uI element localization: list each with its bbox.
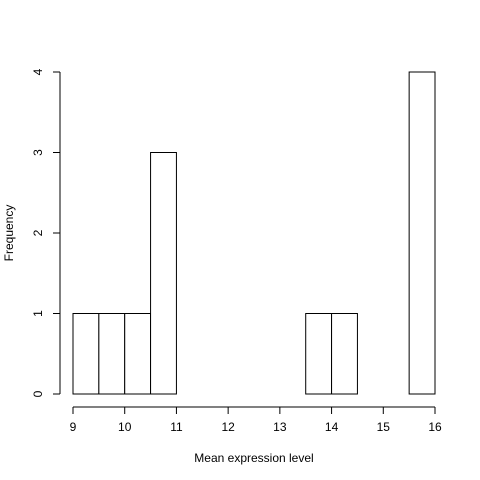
x-axis-title: Mean expression level <box>194 451 313 465</box>
histogram-bar <box>305 313 333 395</box>
histogram-bars <box>72 71 436 395</box>
x-tick-label: 13 <box>273 420 287 434</box>
histogram-bar <box>124 313 152 395</box>
x-tick-label: 9 <box>70 420 77 434</box>
histogram-bar <box>150 152 177 395</box>
histogram-bar <box>72 313 100 395</box>
y-axis-title: Frequency <box>2 205 16 262</box>
x-tick-label: 16 <box>428 420 442 434</box>
y-axis: 0 1 2 3 4 <box>31 68 61 397</box>
x-tick-label: 14 <box>325 420 339 434</box>
histogram-bar <box>408 71 436 395</box>
x-tick-label: 12 <box>221 420 235 434</box>
x-axis: 9 10 11 12 13 14 15 16 <box>70 406 442 434</box>
histogram-bar <box>331 313 358 395</box>
y-tick-label: 1 <box>31 310 45 317</box>
x-tick-label: 11 <box>170 420 183 434</box>
y-tick-label: 4 <box>31 68 45 75</box>
y-tick-label: 2 <box>31 229 45 236</box>
histogram-bar <box>98 313 126 395</box>
y-tick-label: 0 <box>31 390 45 397</box>
x-tick-label: 10 <box>118 420 132 434</box>
y-tick-label: 3 <box>31 149 45 156</box>
x-tick-label: 15 <box>377 420 391 434</box>
